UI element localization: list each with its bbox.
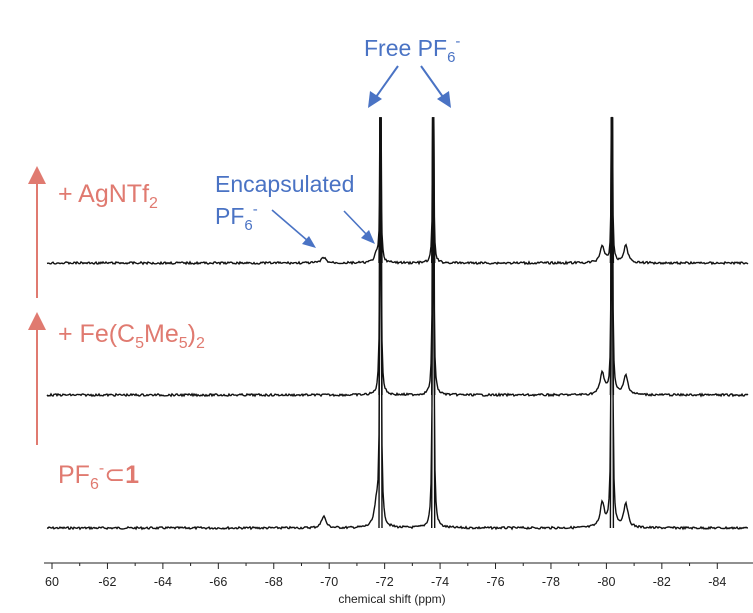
spectra-traces [46, 116, 749, 531]
x-tick-label: -76 [486, 575, 504, 589]
annotation-free-pf6: Free PF6- [364, 33, 460, 66]
x-tick-label: -72 [376, 575, 394, 589]
label-pf6-cage: PF6-⊂1 [58, 460, 139, 493]
arrow-encapsulated-left [271, 209, 316, 248]
x-tick-label: -74 [431, 575, 449, 589]
annotation-encapsulated: Encapsulated [215, 171, 354, 197]
red-arrow-lower [28, 312, 46, 445]
x-axis-title: chemical shift (ppm) [338, 592, 445, 606]
x-tick-label: -68 [265, 575, 283, 589]
x-tick-label: -62 [98, 575, 116, 589]
x-tick-label: -70 [320, 575, 338, 589]
red-arrow-upper [28, 166, 46, 298]
annotation-encapsulated-pf6: PF6- [215, 201, 258, 234]
x-tick-label: -64 [154, 575, 172, 589]
label-agntf2: + AgNTf2 [58, 180, 158, 212]
spectrum-trace-agntf2 [46, 116, 749, 266]
x-tick-label: -80 [597, 575, 615, 589]
x-tick-label: -82 [653, 575, 671, 589]
arrow-free-right [420, 65, 451, 108]
arrow-encapsulated-right [343, 210, 375, 244]
label-fe-complex: + Fe(C5Me5)2 [58, 320, 205, 352]
x-tick-label: -78 [542, 575, 560, 589]
x-tick-label: 60 [45, 575, 59, 589]
spectrum-trace-fe-complex [46, 117, 749, 398]
x-axis-ticks: 60 -62 -64 -66 -68 -70 -72 -74 -76 -78 -80 -82 -84 [45, 563, 726, 589]
arrow-free-left [368, 65, 399, 108]
x-tick-label: -84 [708, 575, 726, 589]
x-tick-label: -66 [209, 575, 227, 589]
